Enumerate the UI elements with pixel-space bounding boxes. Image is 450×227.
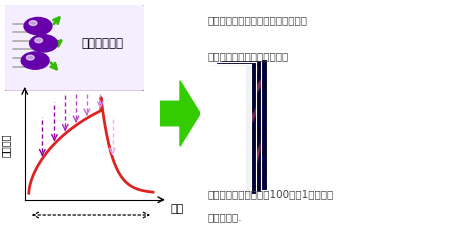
- Circle shape: [35, 38, 43, 43]
- Text: 中性子散乱パターンが100分の1秒単位で: 中性子散乱パターンが100分の1秒単位で: [207, 189, 333, 199]
- Polygon shape: [160, 81, 200, 146]
- Text: 温度を急速に変化させている最中に: 温度を急速に変化させている最中に: [207, 15, 307, 25]
- FancyBboxPatch shape: [3, 4, 145, 92]
- Text: パルス中性子: パルス中性子: [81, 37, 123, 50]
- Circle shape: [21, 52, 49, 69]
- Circle shape: [30, 35, 58, 52]
- Text: 試料温度: 試料温度: [1, 133, 11, 157]
- Text: 約0.6秒: 約0.6秒: [76, 226, 105, 227]
- Text: パルス中性子を繰り返し照射: パルス中性子を繰り返し照射: [207, 51, 288, 61]
- Circle shape: [24, 17, 52, 35]
- Text: 時間: 時間: [171, 204, 184, 214]
- Text: 記録される.: 記録される.: [207, 212, 242, 222]
- Circle shape: [29, 21, 37, 25]
- Circle shape: [27, 55, 34, 60]
